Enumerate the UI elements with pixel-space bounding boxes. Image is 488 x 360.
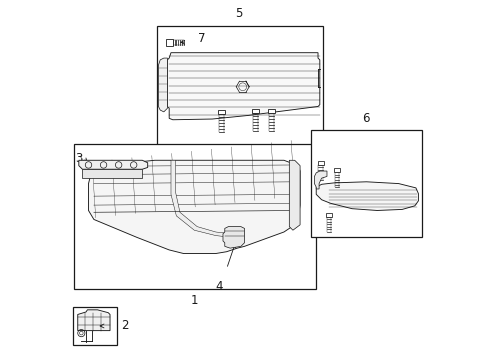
Text: 1: 1 — [190, 294, 198, 307]
Polygon shape — [79, 160, 147, 169]
Bar — [333, 168, 339, 172]
Bar — [73, 307, 117, 345]
Bar — [325, 213, 331, 217]
Polygon shape — [158, 58, 167, 112]
Text: 5: 5 — [235, 8, 243, 21]
Text: 4: 4 — [215, 280, 223, 293]
Polygon shape — [88, 160, 300, 253]
Polygon shape — [223, 226, 244, 248]
Bar — [310, 130, 421, 237]
Bar — [217, 110, 224, 114]
Text: 3: 3 — [75, 152, 82, 165]
Bar — [74, 144, 316, 289]
Text: 7: 7 — [198, 32, 205, 45]
Bar — [317, 161, 323, 165]
Polygon shape — [78, 310, 110, 330]
Bar — [267, 109, 274, 113]
Text: 6: 6 — [361, 112, 369, 125]
Bar — [156, 26, 323, 160]
Bar — [251, 109, 258, 113]
Bar — [165, 39, 172, 46]
Polygon shape — [314, 171, 326, 189]
Polygon shape — [171, 160, 231, 237]
Polygon shape — [82, 169, 142, 178]
Polygon shape — [167, 53, 319, 120]
Text: 2: 2 — [121, 319, 128, 332]
Polygon shape — [316, 182, 418, 211]
Polygon shape — [289, 160, 300, 230]
